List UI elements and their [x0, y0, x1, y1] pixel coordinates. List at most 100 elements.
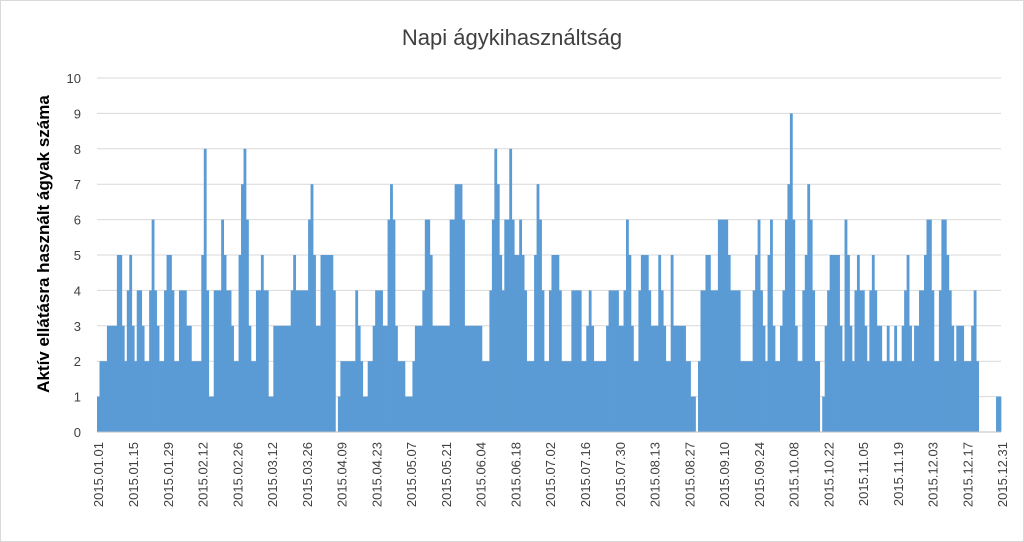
bar — [385, 325, 388, 432]
bar — [536, 184, 540, 432]
bar — [501, 290, 505, 432]
x-tick-label: 2015.09.24 — [752, 442, 767, 507]
bar — [973, 290, 977, 432]
bar — [484, 361, 488, 432]
bar — [663, 325, 667, 432]
bar — [598, 361, 602, 432]
bar — [698, 361, 701, 432]
bar — [563, 361, 567, 432]
x-tick-label: 2015.01.01 — [91, 442, 106, 507]
y-tick-label: 10 — [67, 71, 81, 86]
bar — [516, 255, 520, 432]
bar — [131, 325, 135, 432]
x-tick-label: 2015.05.21 — [439, 442, 454, 507]
bar — [837, 255, 840, 432]
bar — [844, 219, 848, 432]
bar — [936, 361, 940, 432]
bar — [847, 255, 850, 432]
bar — [216, 290, 220, 432]
bar — [588, 290, 592, 432]
bar — [479, 325, 483, 432]
bar — [578, 290, 582, 432]
x-tick-label: 2015.08.13 — [648, 442, 663, 507]
bar — [246, 219, 249, 432]
bar — [208, 396, 212, 432]
bar — [601, 361, 604, 432]
bar — [236, 361, 239, 432]
bar — [417, 325, 421, 432]
bar — [407, 396, 411, 432]
bar — [469, 325, 473, 432]
bar — [886, 325, 890, 432]
y-tick-label: 4 — [74, 283, 81, 298]
x-tick-label: 2015.05.07 — [404, 442, 419, 507]
x-tick-label: 2015.02.26 — [230, 442, 245, 507]
bar — [315, 325, 319, 432]
bar — [628, 255, 632, 432]
bar — [911, 361, 915, 432]
bar — [290, 290, 294, 432]
x-tick-label: 2015.12.17 — [961, 442, 976, 507]
bar — [285, 325, 289, 432]
bar — [243, 148, 247, 433]
bar — [633, 361, 637, 432]
bar — [173, 361, 177, 432]
bar — [824, 325, 828, 432]
bar — [792, 219, 796, 432]
bar — [576, 290, 580, 432]
bar — [519, 219, 523, 432]
bar — [481, 361, 485, 432]
bar — [784, 219, 788, 432]
y-tick-labels: 0 1 2 3 4 5 6 7 8 9 10 — [67, 71, 81, 440]
x-tick-label: 2015.06.04 — [474, 442, 489, 507]
bar — [802, 290, 806, 432]
bar — [630, 325, 634, 432]
bar — [909, 325, 912, 432]
bar — [310, 184, 314, 432]
y-tick-label: 3 — [74, 319, 81, 334]
bar — [963, 361, 967, 432]
bar — [710, 290, 714, 432]
bar — [380, 290, 383, 432]
bar — [943, 219, 947, 432]
bar — [809, 219, 813, 432]
bar — [606, 325, 609, 432]
bar — [422, 290, 426, 432]
bar — [931, 290, 935, 432]
bar — [263, 290, 267, 432]
bar — [618, 325, 622, 432]
bar — [675, 325, 679, 432]
x-tick-label: 2015.10.08 — [787, 442, 802, 507]
bar — [270, 396, 274, 432]
bar — [367, 361, 371, 432]
bar — [553, 255, 557, 432]
y-tick-label: 9 — [74, 106, 81, 121]
bar — [357, 325, 361, 432]
bar — [280, 325, 284, 432]
bar — [327, 255, 331, 432]
x-tick-label: 2015.03.12 — [265, 442, 280, 507]
bar — [571, 290, 575, 432]
bar — [673, 325, 677, 432]
bar — [442, 325, 446, 432]
bar — [775, 361, 778, 432]
bar — [842, 361, 845, 432]
bar — [772, 325, 776, 432]
bar — [683, 325, 686, 432]
bar — [278, 325, 282, 432]
bar — [283, 325, 287, 432]
bar — [916, 325, 920, 432]
bar — [643, 255, 647, 432]
bar — [178, 290, 182, 432]
bar — [467, 325, 470, 432]
bar — [807, 184, 811, 432]
bar — [206, 290, 210, 432]
bar — [635, 361, 639, 432]
x-tick-label: 2015.06.18 — [509, 442, 524, 507]
bar — [799, 361, 803, 432]
bar — [186, 325, 190, 432]
bar — [305, 290, 309, 432]
y-tick-label: 8 — [74, 142, 81, 157]
bar — [188, 325, 192, 432]
bar — [489, 290, 493, 432]
